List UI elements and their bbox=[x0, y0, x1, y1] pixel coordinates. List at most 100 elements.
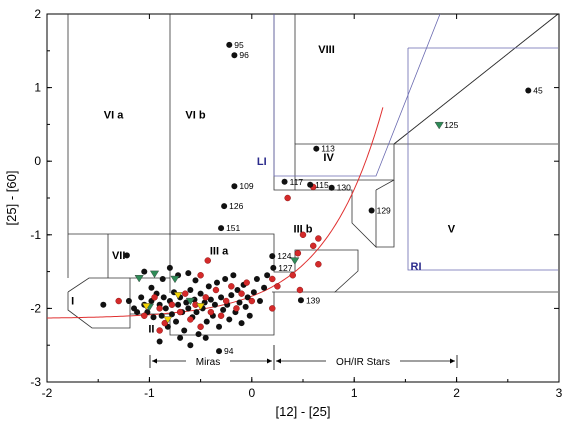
red-point bbox=[168, 301, 176, 308]
labeled-point bbox=[297, 297, 304, 304]
labeled-point bbox=[231, 183, 238, 190]
point-label: 117 bbox=[290, 177, 304, 187]
red-point bbox=[296, 286, 304, 294]
black-point bbox=[250, 289, 257, 296]
point-label: 129 bbox=[377, 206, 391, 216]
red-model-curve bbox=[47, 107, 384, 319]
region-vi-a-box bbox=[67, 14, 108, 278]
region-v-boundary bbox=[376, 180, 395, 248]
y-tick-labels: -3 -2 -1 0 1 2 bbox=[30, 7, 41, 389]
black-point bbox=[222, 275, 229, 282]
green-triangle bbox=[185, 297, 195, 306]
point-label: 125 bbox=[444, 120, 458, 130]
labeled-point bbox=[307, 181, 314, 188]
region-v-top-line bbox=[393, 14, 559, 145]
black-point bbox=[125, 298, 132, 305]
point-label: 124 bbox=[277, 251, 291, 261]
red-point bbox=[274, 283, 281, 290]
red-point bbox=[156, 305, 163, 312]
yellow-triangle bbox=[141, 303, 151, 311]
green-triangle bbox=[290, 257, 300, 265]
region-label: VI b bbox=[185, 110, 205, 122]
black-point bbox=[159, 275, 166, 282]
red-point bbox=[197, 272, 204, 279]
miras-label: Miras bbox=[196, 357, 220, 368]
black-point bbox=[158, 312, 165, 319]
red-point bbox=[243, 279, 250, 286]
red-point bbox=[269, 275, 276, 283]
black-point bbox=[123, 252, 130, 259]
black-point bbox=[207, 296, 214, 303]
black-point bbox=[162, 305, 169, 312]
x-tick-labels: -2 -1 0 1 2 3 bbox=[42, 386, 563, 400]
point-label: 151 bbox=[226, 223, 240, 233]
labeled-point bbox=[231, 52, 238, 59]
black-point bbox=[195, 331, 202, 338]
plot-frame bbox=[46, 13, 560, 383]
labeled-point bbox=[218, 225, 225, 232]
point-label: 45 bbox=[533, 86, 543, 96]
x-tick-label: 3 bbox=[556, 386, 563, 400]
black-point bbox=[193, 309, 200, 316]
blue-region-label: LI bbox=[257, 156, 267, 168]
black-point bbox=[141, 268, 148, 275]
region-iii-a-box bbox=[108, 233, 558, 293]
region-label: I bbox=[71, 296, 74, 308]
red-points bbox=[115, 183, 322, 334]
point-label: 126 bbox=[229, 201, 243, 211]
red-point bbox=[115, 297, 122, 305]
red-point bbox=[141, 312, 148, 319]
labeled-point bbox=[328, 184, 335, 191]
black-point bbox=[228, 292, 235, 299]
y-tick-label: -1 bbox=[30, 228, 41, 242]
miras-arrowhead-right bbox=[267, 358, 272, 364]
region-upper-right-boundary bbox=[273, 14, 558, 191]
ri-region-boundary bbox=[407, 47, 558, 271]
black-point bbox=[134, 309, 141, 316]
yellow-triangle bbox=[163, 316, 173, 324]
red-point bbox=[315, 235, 322, 242]
red-point bbox=[202, 294, 209, 301]
black-point bbox=[150, 314, 157, 321]
red-point bbox=[289, 272, 296, 279]
black-point bbox=[211, 301, 218, 308]
black-point bbox=[238, 320, 245, 327]
red-point bbox=[310, 242, 317, 250]
region-label: II bbox=[148, 324, 154, 336]
labeled-point bbox=[221, 203, 228, 210]
red-point bbox=[176, 308, 184, 316]
blue-region-label: RI bbox=[411, 261, 422, 273]
red-point bbox=[204, 257, 211, 264]
labeled-point bbox=[216, 348, 223, 355]
black-point bbox=[230, 272, 237, 279]
black-point bbox=[185, 270, 192, 277]
x-tick-label: -1 bbox=[144, 386, 155, 400]
y-tick-label: -2 bbox=[30, 301, 41, 315]
region-i-box bbox=[67, 277, 131, 329]
point-label: 113 bbox=[321, 144, 335, 154]
labeled-green-triangle bbox=[434, 121, 444, 130]
black-point bbox=[187, 342, 194, 349]
black-point bbox=[253, 275, 260, 282]
point-label: 115 bbox=[315, 180, 329, 190]
point-label: 109 bbox=[239, 181, 253, 191]
region-label: VI a bbox=[104, 110, 124, 122]
red-point bbox=[228, 283, 235, 290]
black-point bbox=[234, 287, 241, 293]
region-label: VIII bbox=[318, 44, 335, 56]
tick-marks bbox=[46, 13, 560, 383]
red-point bbox=[284, 194, 291, 202]
red-point bbox=[217, 312, 225, 319]
y-tick-label: 1 bbox=[34, 81, 41, 95]
red-point bbox=[299, 231, 307, 239]
y-tick-label: 2 bbox=[34, 7, 41, 21]
black-point bbox=[187, 287, 194, 293]
labeled-point bbox=[281, 178, 288, 185]
region-label: VII bbox=[112, 250, 125, 262]
red-point bbox=[269, 305, 276, 312]
point-label: 127 bbox=[278, 263, 292, 273]
labeled-point bbox=[313, 145, 320, 152]
labeled-point bbox=[525, 87, 532, 94]
